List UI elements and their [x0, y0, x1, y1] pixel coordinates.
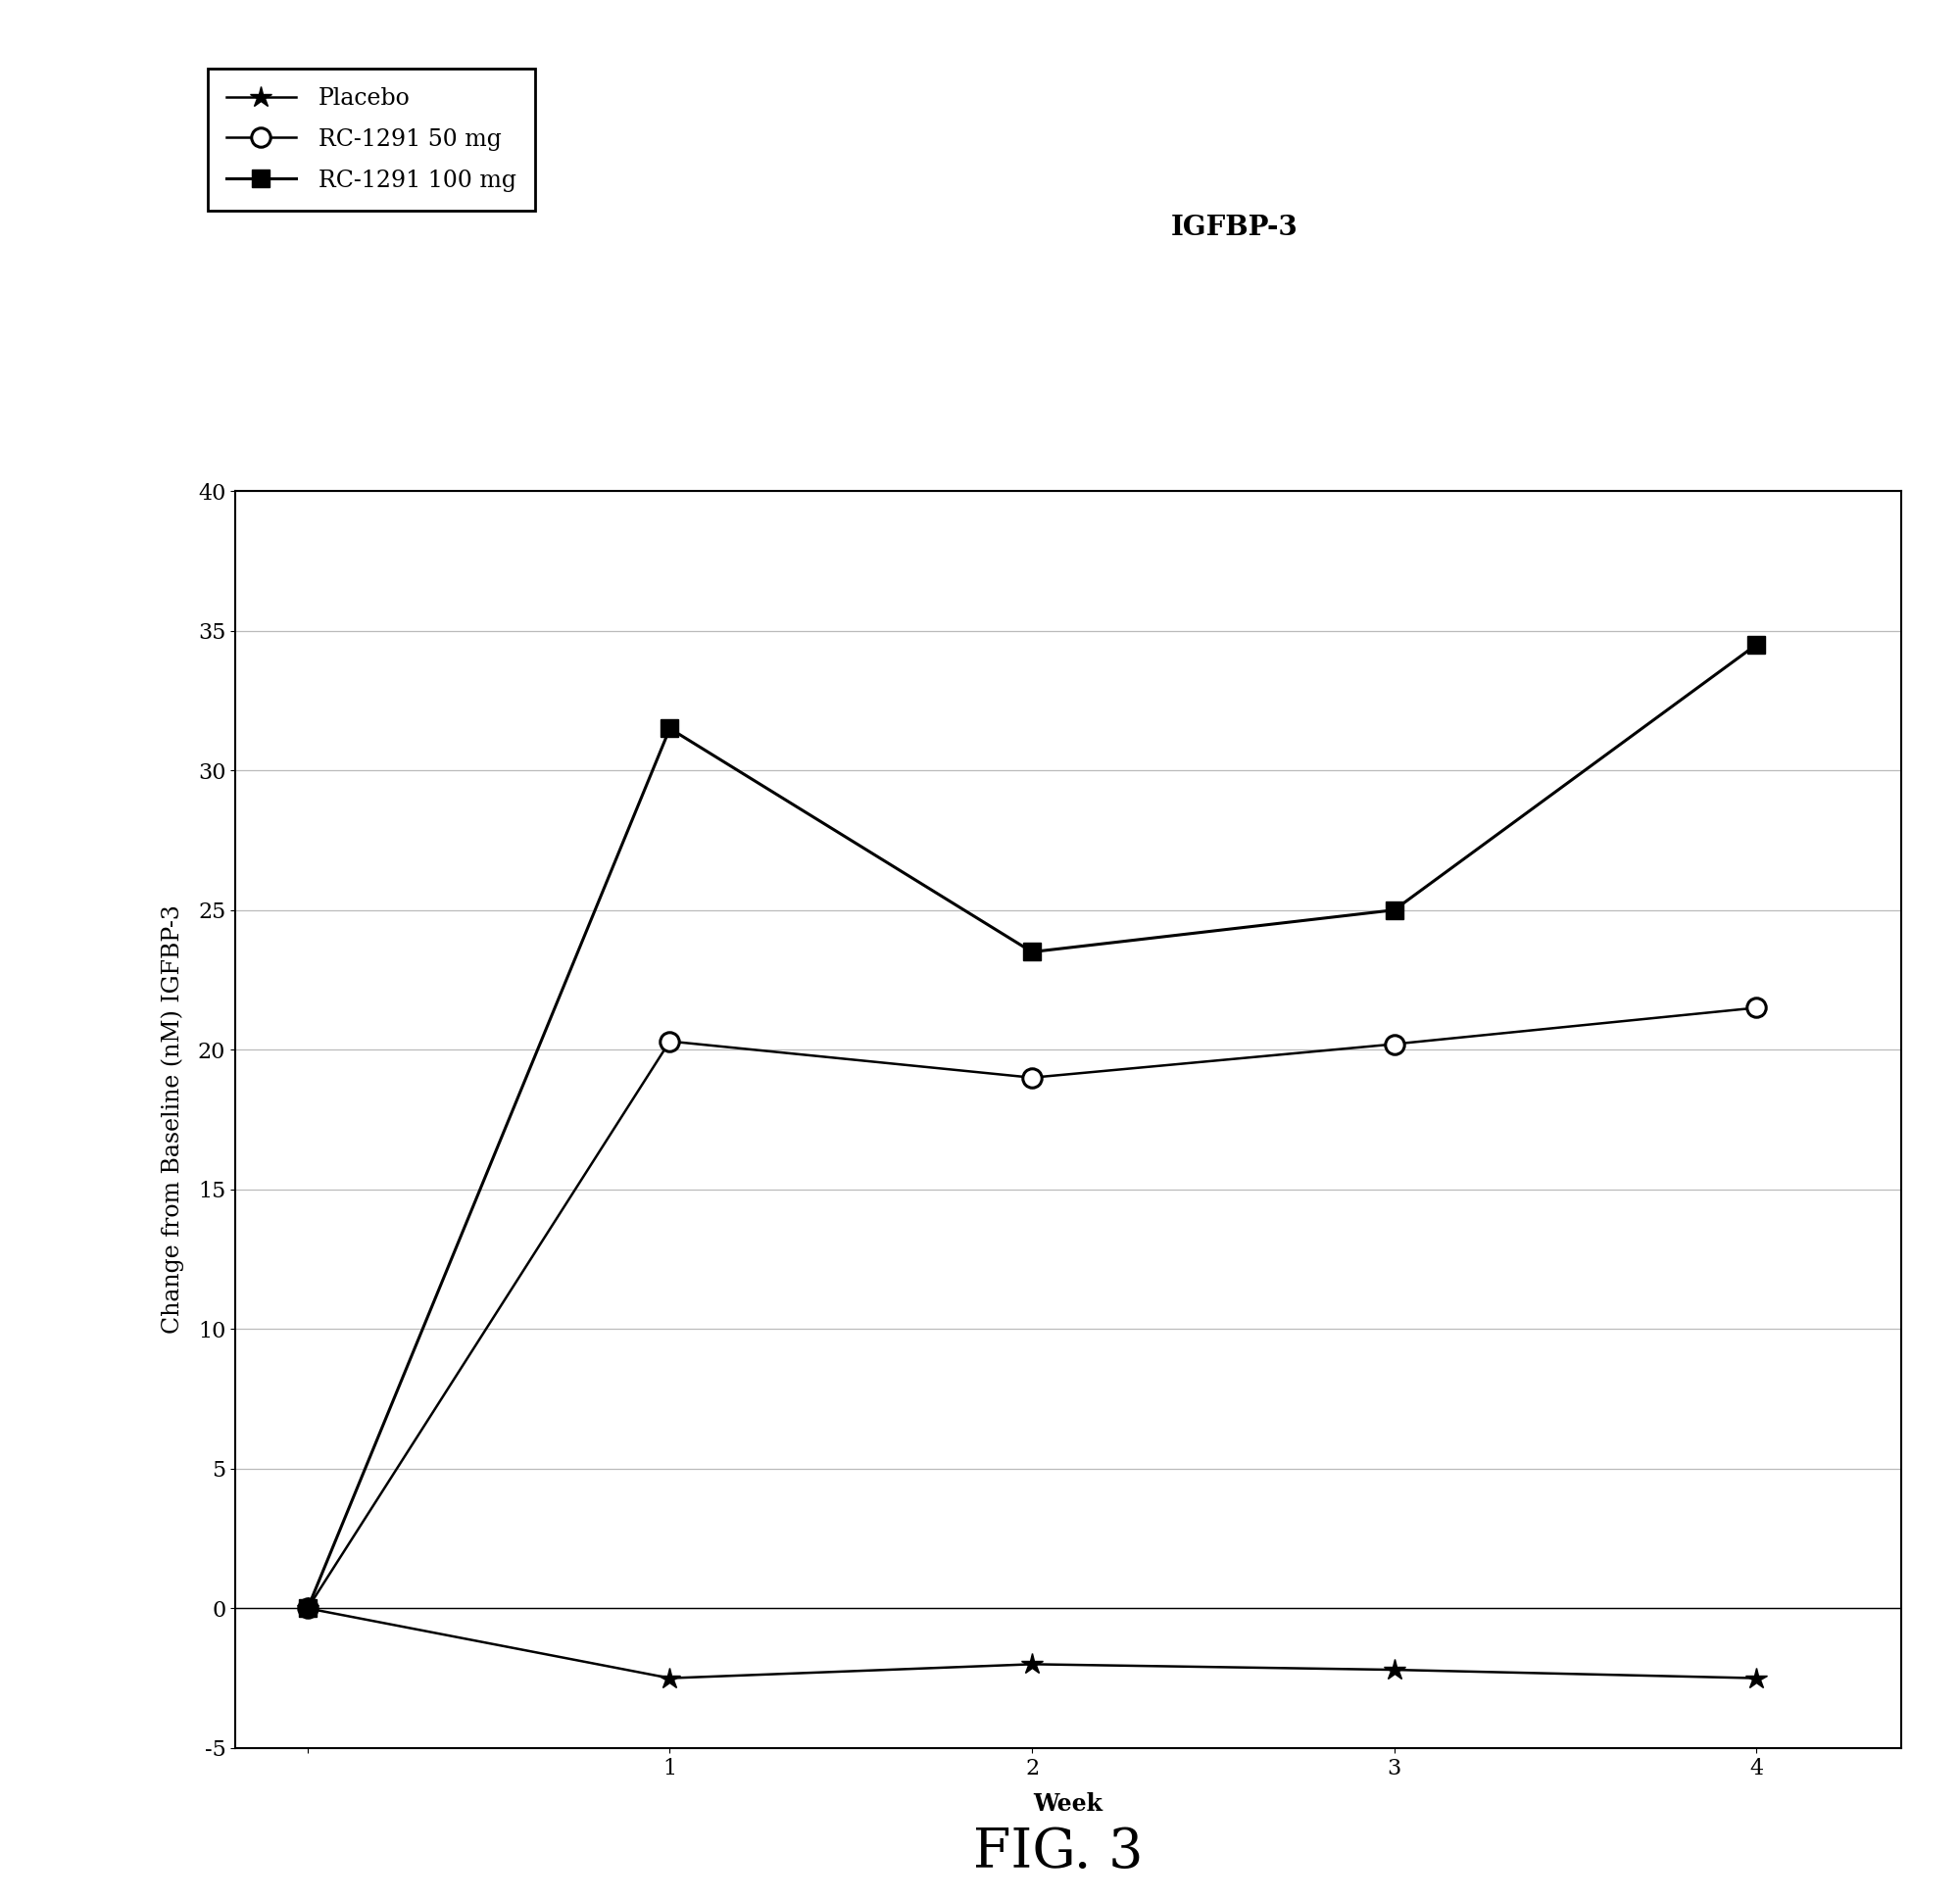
RC-1291 50 mg [1382, 1034, 1405, 1056]
Text: FIG. 3: FIG. 3 [974, 1826, 1143, 1879]
Placebo [1382, 1659, 1405, 1682]
Line: Placebo: Placebo [296, 1598, 1768, 1689]
Legend: Placebo, RC-1291 50 mg, RC-1291 100 mg: Placebo, RC-1291 50 mg, RC-1291 100 mg [208, 68, 535, 211]
Text: IGFBP-3: IGFBP-3 [1172, 215, 1298, 241]
Placebo [1744, 1666, 1768, 1689]
Line: RC-1291 50 mg: RC-1291 50 mg [298, 998, 1766, 1619]
RC-1291 100 mg [1021, 940, 1045, 963]
RC-1291 50 mg [1744, 996, 1768, 1018]
Placebo [296, 1596, 319, 1619]
X-axis label: Week: Week [1033, 1794, 1103, 1816]
RC-1291 100 mg [296, 1596, 319, 1619]
RC-1291 50 mg [296, 1596, 319, 1619]
RC-1291 100 mg [1382, 899, 1405, 922]
RC-1291 50 mg [659, 1030, 682, 1053]
RC-1291 50 mg [1021, 1066, 1045, 1089]
Placebo [1021, 1653, 1045, 1676]
Y-axis label: Change from Baseline (nM) IGFBP-3: Change from Baseline (nM) IGFBP-3 [161, 904, 184, 1334]
RC-1291 100 mg [1744, 633, 1768, 656]
Line: RC-1291 100 mg: RC-1291 100 mg [298, 637, 1766, 1617]
RC-1291 100 mg [659, 716, 682, 739]
Placebo [659, 1666, 682, 1689]
